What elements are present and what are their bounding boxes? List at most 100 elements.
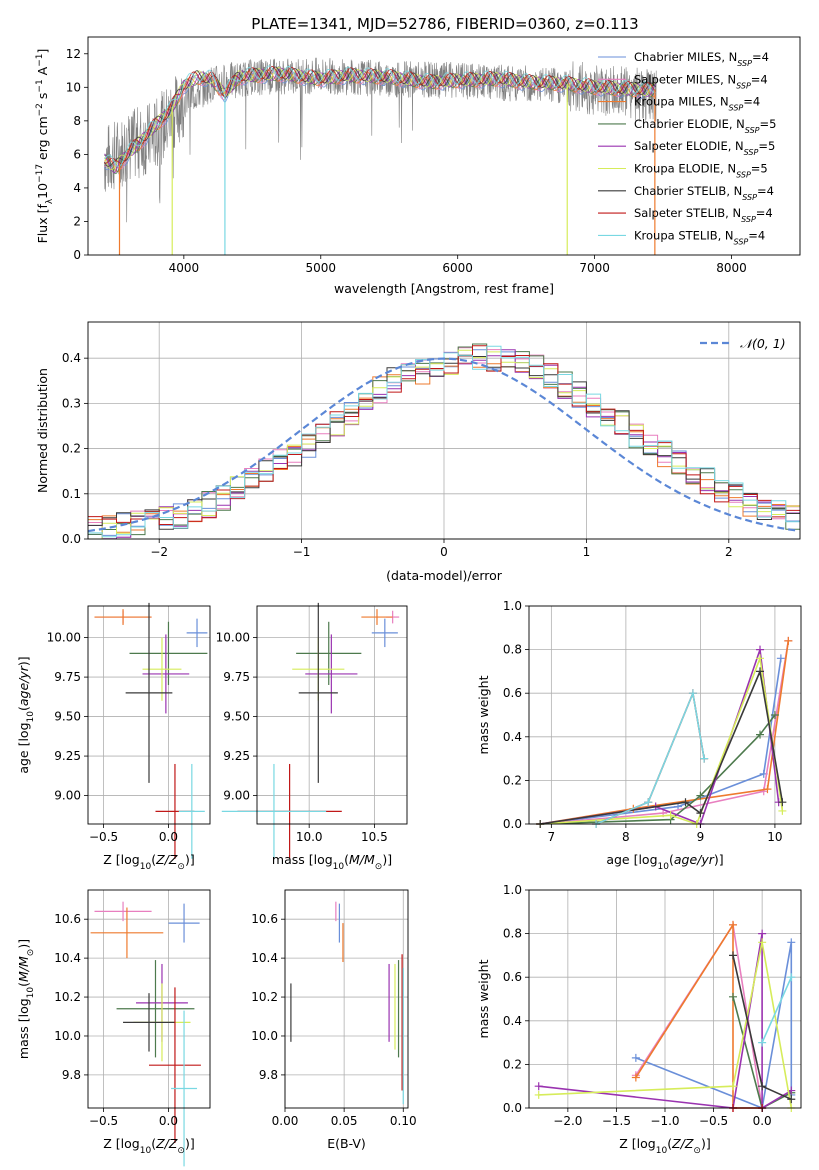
x-tick-label: 0.05 <box>331 1114 358 1128</box>
y-tick-label: 9.50 <box>54 710 81 724</box>
x-tick-label: 2 <box>725 545 733 559</box>
mass-weight-line <box>595 690 705 825</box>
y-tick-label: 9.8 <box>62 1068 81 1082</box>
mass-weight-marker <box>763 785 772 794</box>
panel-age-vs-Z: −0.5 0.0 9.00 9.25 9.50 9.75 10.00 Z [log10(Z/Z… <box>16 602 211 872</box>
y-axis-label: Normed distribution <box>35 368 50 493</box>
mass-weight-line <box>540 640 790 825</box>
x-tick-label: 0.00 <box>272 1114 299 1128</box>
y-tick-label: 0.3 <box>62 396 81 410</box>
x-axis-label: mass [log10(M/M⊙)] <box>272 852 392 872</box>
mass-weight-marker <box>778 806 787 815</box>
x-tick-label: −0.5 <box>699 1114 728 1128</box>
x-tick-label: −0.5 <box>89 1114 118 1128</box>
y-tick-label: 10.6 <box>251 912 278 926</box>
normal-reference-curve <box>88 357 798 533</box>
residual-histogram <box>88 345 800 538</box>
plot-area-spectrum <box>103 57 657 255</box>
x-axis-label: Z [log10(Z/Z⊙)] <box>103 1136 194 1156</box>
y-tick-label: 10.00 <box>47 631 81 645</box>
x-tick-label: 8 <box>622 830 630 844</box>
mass-weight-line <box>761 976 793 1043</box>
y-tick-label: 0.0 <box>62 532 81 546</box>
legend-entry: Kroupa STELIB, NSSP=4 <box>634 228 765 246</box>
axes-frame <box>87 889 211 1109</box>
y-tick-label: 1.0 <box>503 599 522 613</box>
mass-weight-marker <box>729 920 737 929</box>
y-axis-label: age [log10(age/yr)] <box>16 656 36 773</box>
axes-frame <box>87 36 801 256</box>
x-axis-label: age [log10(age/yr)] <box>606 852 723 872</box>
y-tick-label: 9.8 <box>259 1068 278 1082</box>
axes-frame <box>87 321 801 540</box>
mass-weight-marker <box>644 798 653 807</box>
y-tick-label: 10.6 <box>54 912 81 926</box>
x-tick-label: 0.10 <box>390 1114 417 1128</box>
model-spectrum-line <box>104 68 657 175</box>
mass-weight-marker <box>696 809 705 818</box>
mass-weight-marker <box>787 938 796 947</box>
x-tick-label: 7000 <box>579 261 610 275</box>
x-tick-label: 8000 <box>716 261 747 275</box>
y-axis-label: mass weight <box>476 959 491 1038</box>
y-tick-label: 10 <box>66 80 81 94</box>
y-tick-label: 9.25 <box>54 749 81 763</box>
mass-weight-marker <box>756 667 765 676</box>
y-tick-label: 9.50 <box>223 710 250 724</box>
mass-weight-marker <box>787 973 796 982</box>
observed-spectrum-line <box>104 57 657 223</box>
legend-entry: Kroupa ELODIE, NSSP=5 <box>634 162 768 180</box>
y-tick-label: 8 <box>73 114 81 128</box>
y-tick-label: 10.0 <box>54 1029 81 1043</box>
mass-weight-marker <box>756 730 765 739</box>
y-tick-label: 0.1 <box>62 487 81 501</box>
mass-weight-marker <box>631 1053 640 1062</box>
mass-weight-marker <box>756 645 765 654</box>
y-tick-label: 12 <box>66 47 81 61</box>
y-tick-label: 9.00 <box>223 789 250 803</box>
plot-area-age-vs-mass <box>221 602 400 859</box>
y-tick-label: 10.2 <box>251 990 278 1004</box>
panel-spectrum: 4000 5000 6000 7000 8000 0 2 4 6 8 10 12 wavelength … <box>35 36 801 296</box>
mass-weight-marker <box>688 689 697 698</box>
legend-entry: Chabrier ELODIE, NSSP=5 <box>634 117 776 134</box>
y-tick-label: 0.0 <box>503 1101 522 1115</box>
x-tick-label: 6000 <box>442 261 473 275</box>
mass-weight-marker <box>700 754 709 763</box>
y-tick-label: 0.8 <box>503 927 522 941</box>
y-tick-label: 6 <box>73 147 81 161</box>
y-tick-label: 0.0 <box>503 817 522 831</box>
axes-frame <box>256 605 408 825</box>
mass-weight-line <box>540 655 784 826</box>
residual-histogram <box>88 345 800 525</box>
y-tick-label: 0.2 <box>503 773 522 787</box>
mass-weight-marker <box>729 1082 737 1091</box>
mass-weight-marker <box>758 1038 767 1047</box>
panel-mass-vs-ebv: 0.00 0.05 0.10 9.8 10.0 10.2 10.4 10.6 E(B-V) <box>251 889 417 1151</box>
legend-entry: Chabrier STELIB, NSSP=4 <box>634 184 774 202</box>
legend-entry: Chabrier MILES, NSSP=4 <box>634 50 769 68</box>
mass-weight-marker <box>758 1082 767 1091</box>
mass-weight-marker <box>666 811 675 820</box>
x-axis-label: Z [log10(Z/Z⊙)] <box>619 1136 710 1156</box>
mass-weight-marker <box>776 654 785 663</box>
mass-weight-marker <box>770 711 779 719</box>
x-tick-label: −1.5 <box>602 1114 631 1128</box>
plot-area-mass-vs-ebv <box>290 901 404 1105</box>
x-tick-label: −2 <box>150 545 168 559</box>
x-tick-label: 0 <box>440 545 448 559</box>
x-tick-label: −1.0 <box>650 1114 679 1128</box>
panel-mass-vs-Z: −0.5 0.0 9.8 10.0 10.2 10.4 10.6 Z [log10(Z/Z⊙)… <box>16 889 211 1167</box>
x-tick-label: −2.0 <box>553 1114 582 1128</box>
y-tick-label: 10.00 <box>216 631 250 645</box>
mass-weight-marker <box>681 798 690 807</box>
y-tick-label: 10.2 <box>54 990 81 1004</box>
panel-residuals: −2 −1 0 1 2 0.0 0.1 0.2 0.3 0.4 (data-model)/error… <box>35 321 801 583</box>
x-axis-label: (data-model)/error <box>386 568 503 583</box>
axes-frame <box>87 605 211 825</box>
x-tick-label: 10.0 <box>296 830 323 844</box>
mass-weight-marker <box>784 636 793 645</box>
y-tick-label: 10.4 <box>54 951 81 965</box>
legend-entry: Salpeter ELODIE, NSSP=5 <box>634 139 775 157</box>
